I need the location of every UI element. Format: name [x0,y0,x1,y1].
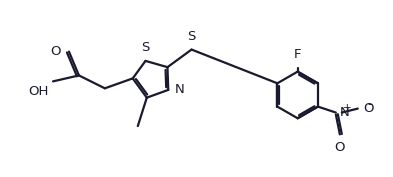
Text: N: N [340,106,350,119]
Text: F: F [294,48,301,61]
Text: O: O [50,45,61,58]
Text: S: S [141,41,150,54]
Text: +: + [343,103,352,113]
Text: -: - [368,98,373,111]
Text: S: S [187,30,196,43]
Text: N: N [175,83,185,96]
Text: OH: OH [29,85,49,98]
Text: O: O [334,141,345,154]
Text: O: O [363,102,373,115]
